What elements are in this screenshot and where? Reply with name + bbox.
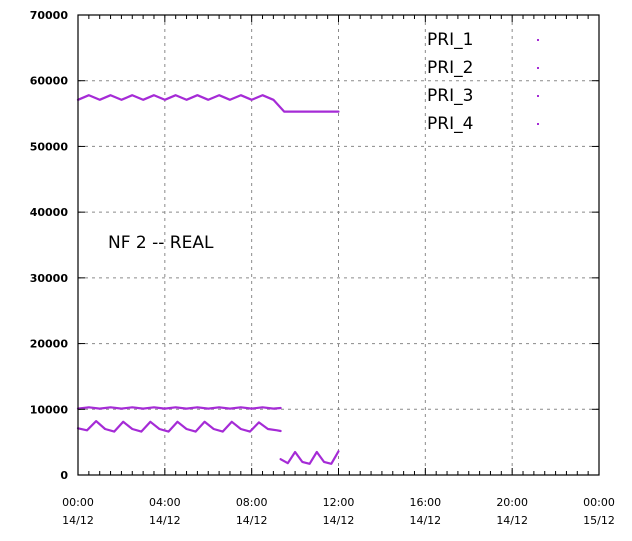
x-tick-date-label: 14/12 xyxy=(236,514,268,527)
y-tick-label: 0 xyxy=(60,469,68,482)
x-tick-time-label: 16:00 xyxy=(409,496,441,509)
legend: PRI_1 PRI_2 PRI_3 PRI_4 xyxy=(427,30,539,134)
grid xyxy=(78,15,599,475)
x-tick-time-label: 00:00 xyxy=(583,496,615,509)
y-axis-tick-labels: 0 10000 20000 30000 40000 50000 60000 70000 xyxy=(30,9,69,482)
legend-entry-label: PRI_1 xyxy=(427,30,473,50)
y-tick-label: 70000 xyxy=(30,9,69,22)
y-tick-label: 40000 xyxy=(30,206,69,219)
x-tick-time-label: 08:00 xyxy=(236,496,268,509)
series-layer xyxy=(76,94,340,465)
y-tick-label: 20000 xyxy=(30,338,69,351)
x-tick-time-label: 00:00 xyxy=(62,496,94,509)
ticks xyxy=(77,14,600,476)
series-line-pri-1 xyxy=(76,94,340,113)
legend-entry-label: PRI_2 xyxy=(427,58,473,78)
legend-entry-marker xyxy=(537,123,539,125)
x-tick-date-label: 14/12 xyxy=(149,514,181,527)
chart-annotation: NF 2 -- REAL xyxy=(108,233,214,253)
y-tick-label: 50000 xyxy=(30,140,69,153)
series-line-pri-4 xyxy=(279,450,340,465)
x-tick-date-label: 14/12 xyxy=(62,514,94,527)
x-tick-time-label: 12:00 xyxy=(323,496,355,509)
y-tick-label: 60000 xyxy=(30,75,69,88)
x-tick-date-label: 14/12 xyxy=(409,514,441,527)
x-tick-time-label: 20:00 xyxy=(496,496,528,509)
x-tick-date-label: 15/12 xyxy=(583,514,615,527)
legend-entry-marker xyxy=(537,39,539,41)
y-tick-label: 10000 xyxy=(30,403,69,416)
y-tick-label: 30000 xyxy=(30,272,69,285)
legend-entry-label: PRI_3 xyxy=(427,86,473,106)
x-tick-date-label: 14/12 xyxy=(496,514,528,527)
x-axis-tick-labels: 00:00 14/12 04:00 14/12 08:00 14/12 12:00 14/12… xyxy=(62,496,615,527)
x-tick-time-label: 04:00 xyxy=(149,496,181,509)
series-line-pri-3 xyxy=(76,420,282,433)
legend-entry-label: PRI_4 xyxy=(427,114,473,134)
legend-entry-marker xyxy=(537,67,539,69)
x-tick-date-label: 14/12 xyxy=(323,514,355,527)
legend-entry-marker xyxy=(537,95,539,97)
series-line-pri-2 xyxy=(76,406,282,410)
